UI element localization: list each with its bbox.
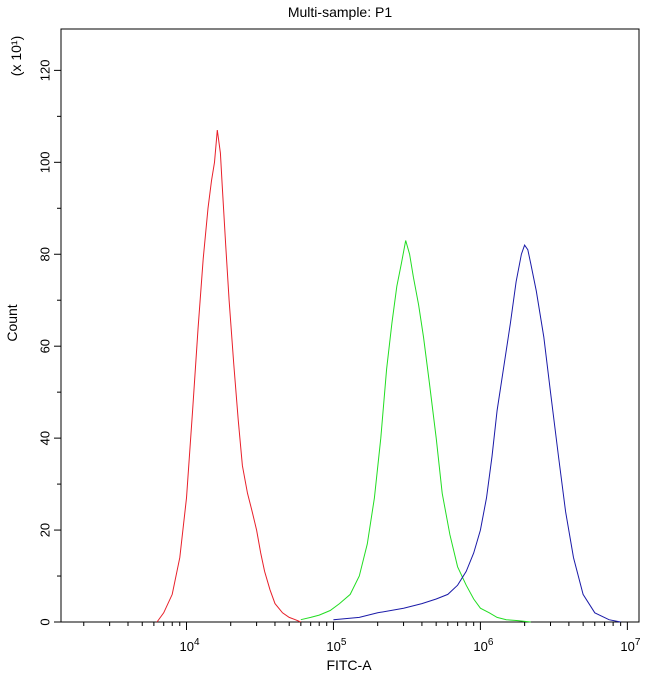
x-tick-exponent: 4 <box>194 637 200 648</box>
y-tick-label: 0 <box>38 618 53 625</box>
x-tick-base: 10 <box>179 639 193 654</box>
plot-frame <box>60 28 640 623</box>
chart-title: Multi-sample: P1 <box>288 4 392 20</box>
histogram-series-1 <box>156 130 301 623</box>
x-tick-exponent: 5 <box>341 637 347 648</box>
y-multiplier-label: (x 10¹) <box>8 36 24 76</box>
histogram-series-2 <box>300 240 531 623</box>
x-tick-label: 104 <box>179 637 199 654</box>
x-tick-exponent: 7 <box>635 637 641 648</box>
x-tick-base: 10 <box>326 639 340 654</box>
x-axis-label: FITC-A <box>326 657 372 673</box>
x-tick-exponent: 6 <box>488 637 494 648</box>
y-tick-label: 80 <box>38 247 53 261</box>
y-tick-label: 60 <box>38 339 53 353</box>
x-tick-label: 107 <box>620 637 640 654</box>
x-tick-base: 10 <box>473 639 487 654</box>
histogram-series-3 <box>333 244 621 623</box>
series-layer <box>156 130 621 623</box>
x-tick-base: 10 <box>620 639 634 654</box>
y-tick-label: 20 <box>38 523 53 537</box>
y-tick-label: 120 <box>38 60 53 82</box>
x-tick-label: 105 <box>326 637 346 654</box>
y-tick-label: 40 <box>38 431 53 445</box>
x-tick-label: 106 <box>473 637 493 654</box>
y-axis-label: Count <box>4 304 20 341</box>
y-tick-label: 100 <box>38 151 53 173</box>
